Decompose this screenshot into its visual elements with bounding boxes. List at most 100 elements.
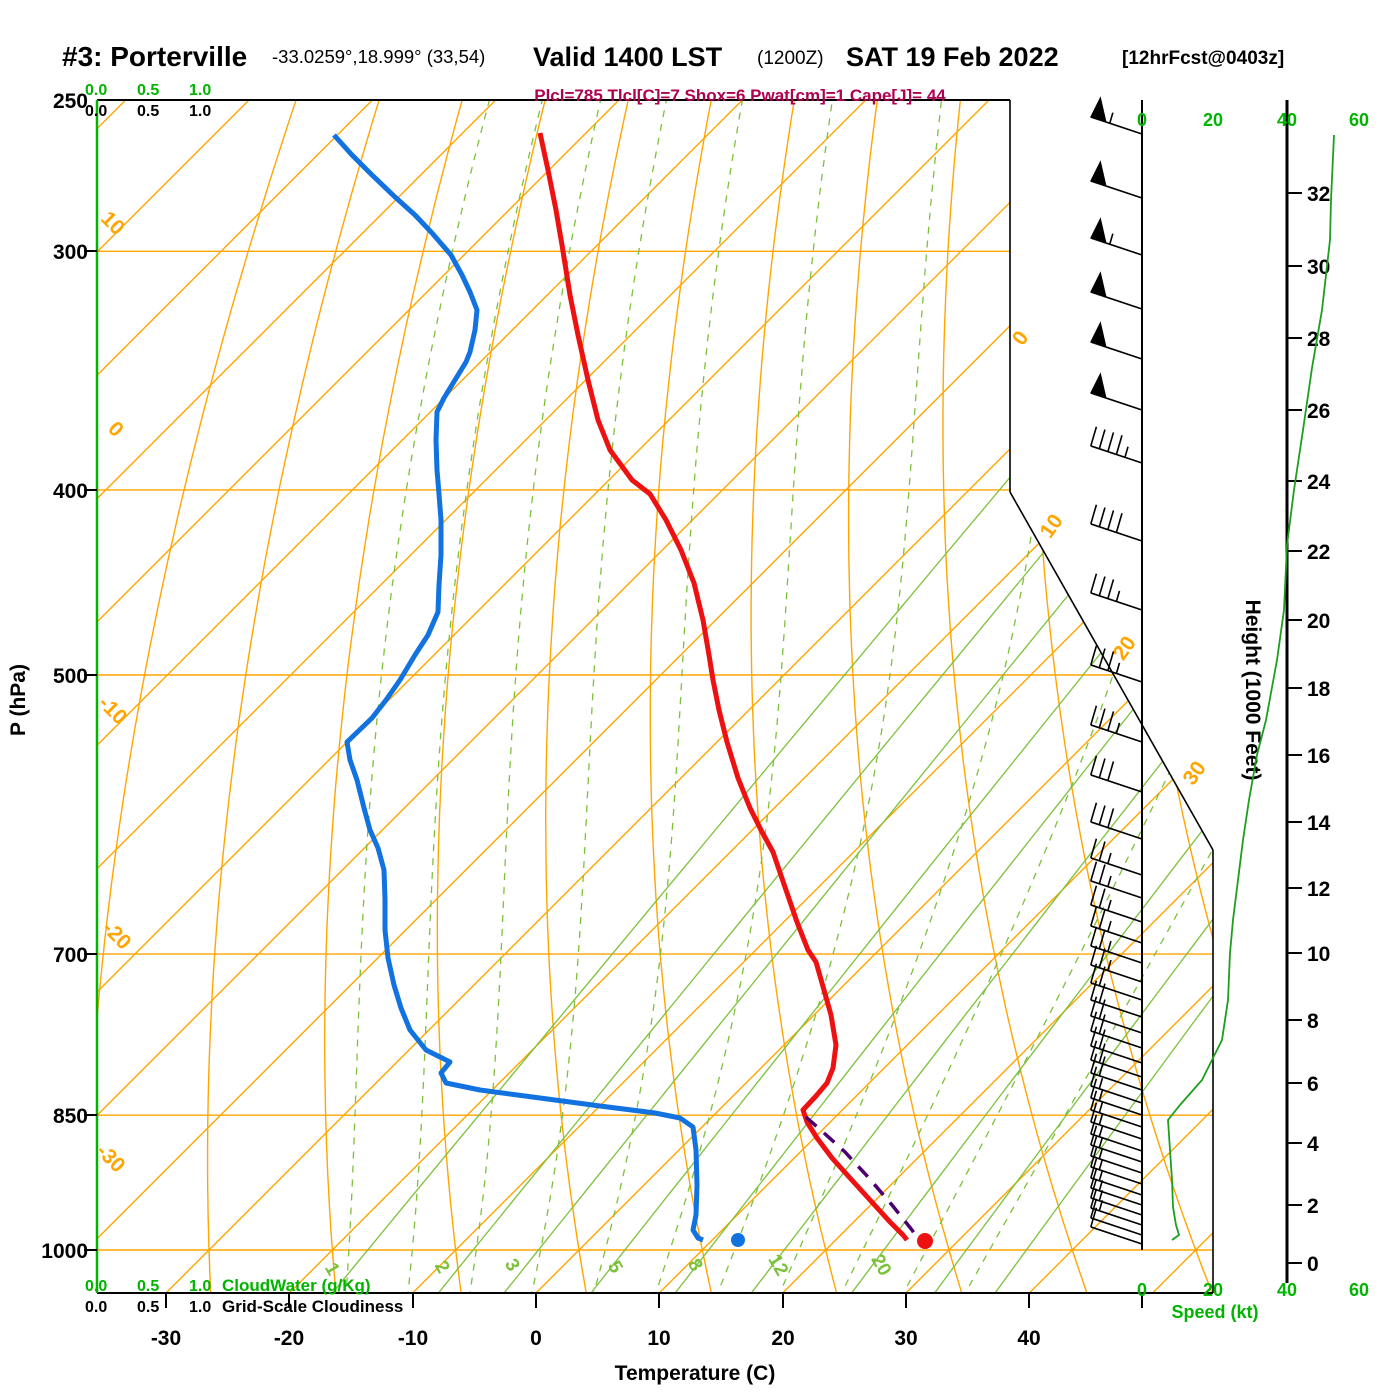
wind-barb-half-tick xyxy=(1098,1101,1104,1114)
height-tick-label: 8 xyxy=(1307,1010,1319,1033)
wind-barb-full-tick xyxy=(1098,1043,1106,1064)
wind-barb-full-tick xyxy=(1098,429,1106,450)
wind-barb-full-tick xyxy=(1115,513,1123,533)
cloudiness-scale-top: 0.0 xyxy=(85,103,107,120)
page-title-valid: Valid 1400 LST xyxy=(533,42,723,72)
wind-barb-full-tick xyxy=(1098,1056,1106,1077)
wind-barb-shaft xyxy=(1090,1085,1143,1104)
dry-adiabat-line xyxy=(206,100,414,1293)
wind-barb-full-tick xyxy=(1098,966,1106,987)
wind-barb-shaft xyxy=(1090,1217,1143,1236)
wind-barb-shaft xyxy=(1090,774,1143,793)
temperature-tick-label: -20 xyxy=(274,1327,304,1350)
wind-barb-full-tick xyxy=(1098,888,1106,909)
wind-barb-full-tick xyxy=(1090,926,1098,947)
adiabat-isotherm-label: 0 xyxy=(1008,327,1034,350)
moist-adiabat-line xyxy=(900,100,1213,1293)
wind-barb-shaft xyxy=(1090,999,1143,1018)
mixing-ratio-line xyxy=(847,100,1213,1293)
wind-barb-full-tick xyxy=(1090,645,1098,666)
wind-barb-shaft xyxy=(1090,1015,1143,1034)
wind-barb-shaft xyxy=(1090,1030,1143,1049)
wind-barb-full-tick xyxy=(1090,945,1098,966)
moist-adiabat-line xyxy=(345,100,531,1293)
dry-adiabat-line xyxy=(544,100,654,1293)
wind-barb-half-tick xyxy=(1107,875,1112,887)
wind-barb-full-tick xyxy=(1090,1011,1098,1032)
wind-barb-full-tick xyxy=(1090,963,1098,984)
wind-barb-full-tick xyxy=(1090,1188,1098,1209)
mixing-ratio-line xyxy=(990,100,1213,1293)
wind-barb-full-tick xyxy=(1107,579,1115,599)
wind-barb-flag xyxy=(1090,321,1107,348)
height-tick-label: 14 xyxy=(1307,812,1331,835)
mixing-ratio-line xyxy=(930,100,1213,1293)
wind-barb-full-tick xyxy=(1098,576,1106,597)
wind-barb-shaft xyxy=(1090,1226,1143,1245)
wind-barb-full-tick xyxy=(1090,1102,1098,1123)
isotherm-line xyxy=(97,100,497,1293)
mixing-ratio-label: 8 xyxy=(683,1255,706,1275)
page-title-station: #3: Porterville xyxy=(62,41,247,72)
wind-barb-full-tick xyxy=(1090,1178,1098,1199)
wind-barb-shaft xyxy=(1090,964,1143,983)
wind-barb-shaft xyxy=(1090,1187,1143,1206)
wind-barb-shaft xyxy=(1090,880,1143,899)
wind-barb-half-tick xyxy=(1098,1125,1104,1138)
wind-barb-half-tick xyxy=(1098,1089,1104,1102)
wind-barb-flag xyxy=(1090,271,1107,298)
mixing-ratio-label: 2 xyxy=(430,1257,453,1277)
height-tick-label: 12 xyxy=(1307,878,1330,901)
wind-barb-half-tick xyxy=(1107,940,1112,952)
wind-barb-full-tick xyxy=(1098,1014,1106,1035)
wind-barb-full-tick xyxy=(1098,758,1106,779)
wind-barb-half-tick xyxy=(1109,112,1114,124)
wind-barb-full-tick xyxy=(1098,999,1106,1020)
wind-barb-full-tick xyxy=(1107,510,1115,530)
dewpoint-curve xyxy=(332,133,704,1243)
wind-barb-full-tick xyxy=(1090,1090,1098,1111)
wind-barb-full-tick xyxy=(1107,711,1115,731)
page-title-forecast-tag: [12hrFcst@0403z] xyxy=(1122,48,1284,69)
wind-barb-shaft xyxy=(1090,1197,1143,1216)
wind-barb-shaft xyxy=(1090,925,1143,944)
cloudwater-legend-label: CloudWater (g/Kg) xyxy=(222,1276,371,1295)
background-lattice xyxy=(97,100,1213,1293)
wind-barb-full-tick xyxy=(1090,1198,1098,1219)
temperature-tick-label: 10 xyxy=(647,1327,670,1350)
wind-barb-full-tick xyxy=(1115,435,1123,455)
wind-barb-shaft xyxy=(1090,1059,1143,1078)
wind-barb-full-tick xyxy=(1090,504,1098,525)
height-tick-label: 22 xyxy=(1307,541,1330,564)
isotherm-line xyxy=(412,100,1213,1293)
temperature-tick-label: 40 xyxy=(1017,1327,1040,1350)
sounding-indices-line: Plcl=785 Tlcl[C]=7 Shox=6 Pwat[cm]=1 Cap… xyxy=(534,86,946,105)
wind-barb-half-tick xyxy=(1098,1189,1104,1202)
wind-barb-full-tick xyxy=(1090,861,1098,882)
moist-adiabat-line xyxy=(468,100,637,1293)
adiabat-isotherm-label: -10 xyxy=(94,692,132,730)
height-tick-label: 32 xyxy=(1307,183,1330,206)
wind-barb-full-tick xyxy=(1090,838,1098,859)
wind-barb-shaft xyxy=(1090,1144,1143,1163)
temperature-tick-label: 30 xyxy=(894,1327,917,1350)
wind-barb-full-tick xyxy=(1098,948,1106,969)
wind-barb-half-tick xyxy=(1107,959,1112,971)
wind-barb-half-tick xyxy=(1098,1147,1104,1160)
wind-barb-half-tick xyxy=(1098,1199,1104,1212)
wind-barb-full-tick xyxy=(1090,1158,1098,1179)
wind-barb-full-tick xyxy=(1090,1114,1098,1135)
speed-scale-top-label: 40 xyxy=(1277,110,1297,130)
wind-barb-full-tick xyxy=(1090,573,1098,594)
temperature-tick-label: 20 xyxy=(771,1327,794,1350)
speed-scale-bottom-label: 40 xyxy=(1277,1280,1297,1300)
wind-barb-shaft xyxy=(1090,1155,1143,1174)
pressure-tick-label: 400 xyxy=(53,480,88,503)
wind-barb-full-tick xyxy=(1107,808,1115,828)
height-axis-title: Height (1000 Feet) xyxy=(1241,600,1264,781)
height-tick-label: 24 xyxy=(1307,471,1331,494)
cloudiness-scale-bottom: 1.0 xyxy=(189,1299,211,1316)
pressure-tick-label: 250 xyxy=(53,90,88,113)
wind-barb-half-tick xyxy=(1115,722,1121,734)
temperature-tick-label: -10 xyxy=(398,1327,428,1350)
